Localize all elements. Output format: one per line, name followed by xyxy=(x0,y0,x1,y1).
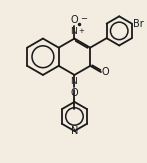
Text: O: O xyxy=(71,88,78,98)
Text: N: N xyxy=(70,27,77,36)
Text: N: N xyxy=(70,77,77,86)
Text: O: O xyxy=(71,15,78,25)
Text: N: N xyxy=(71,126,78,136)
Text: +: + xyxy=(78,28,84,34)
Text: −: − xyxy=(80,15,87,23)
Text: O: O xyxy=(102,67,109,77)
Text: Br: Br xyxy=(133,19,143,29)
